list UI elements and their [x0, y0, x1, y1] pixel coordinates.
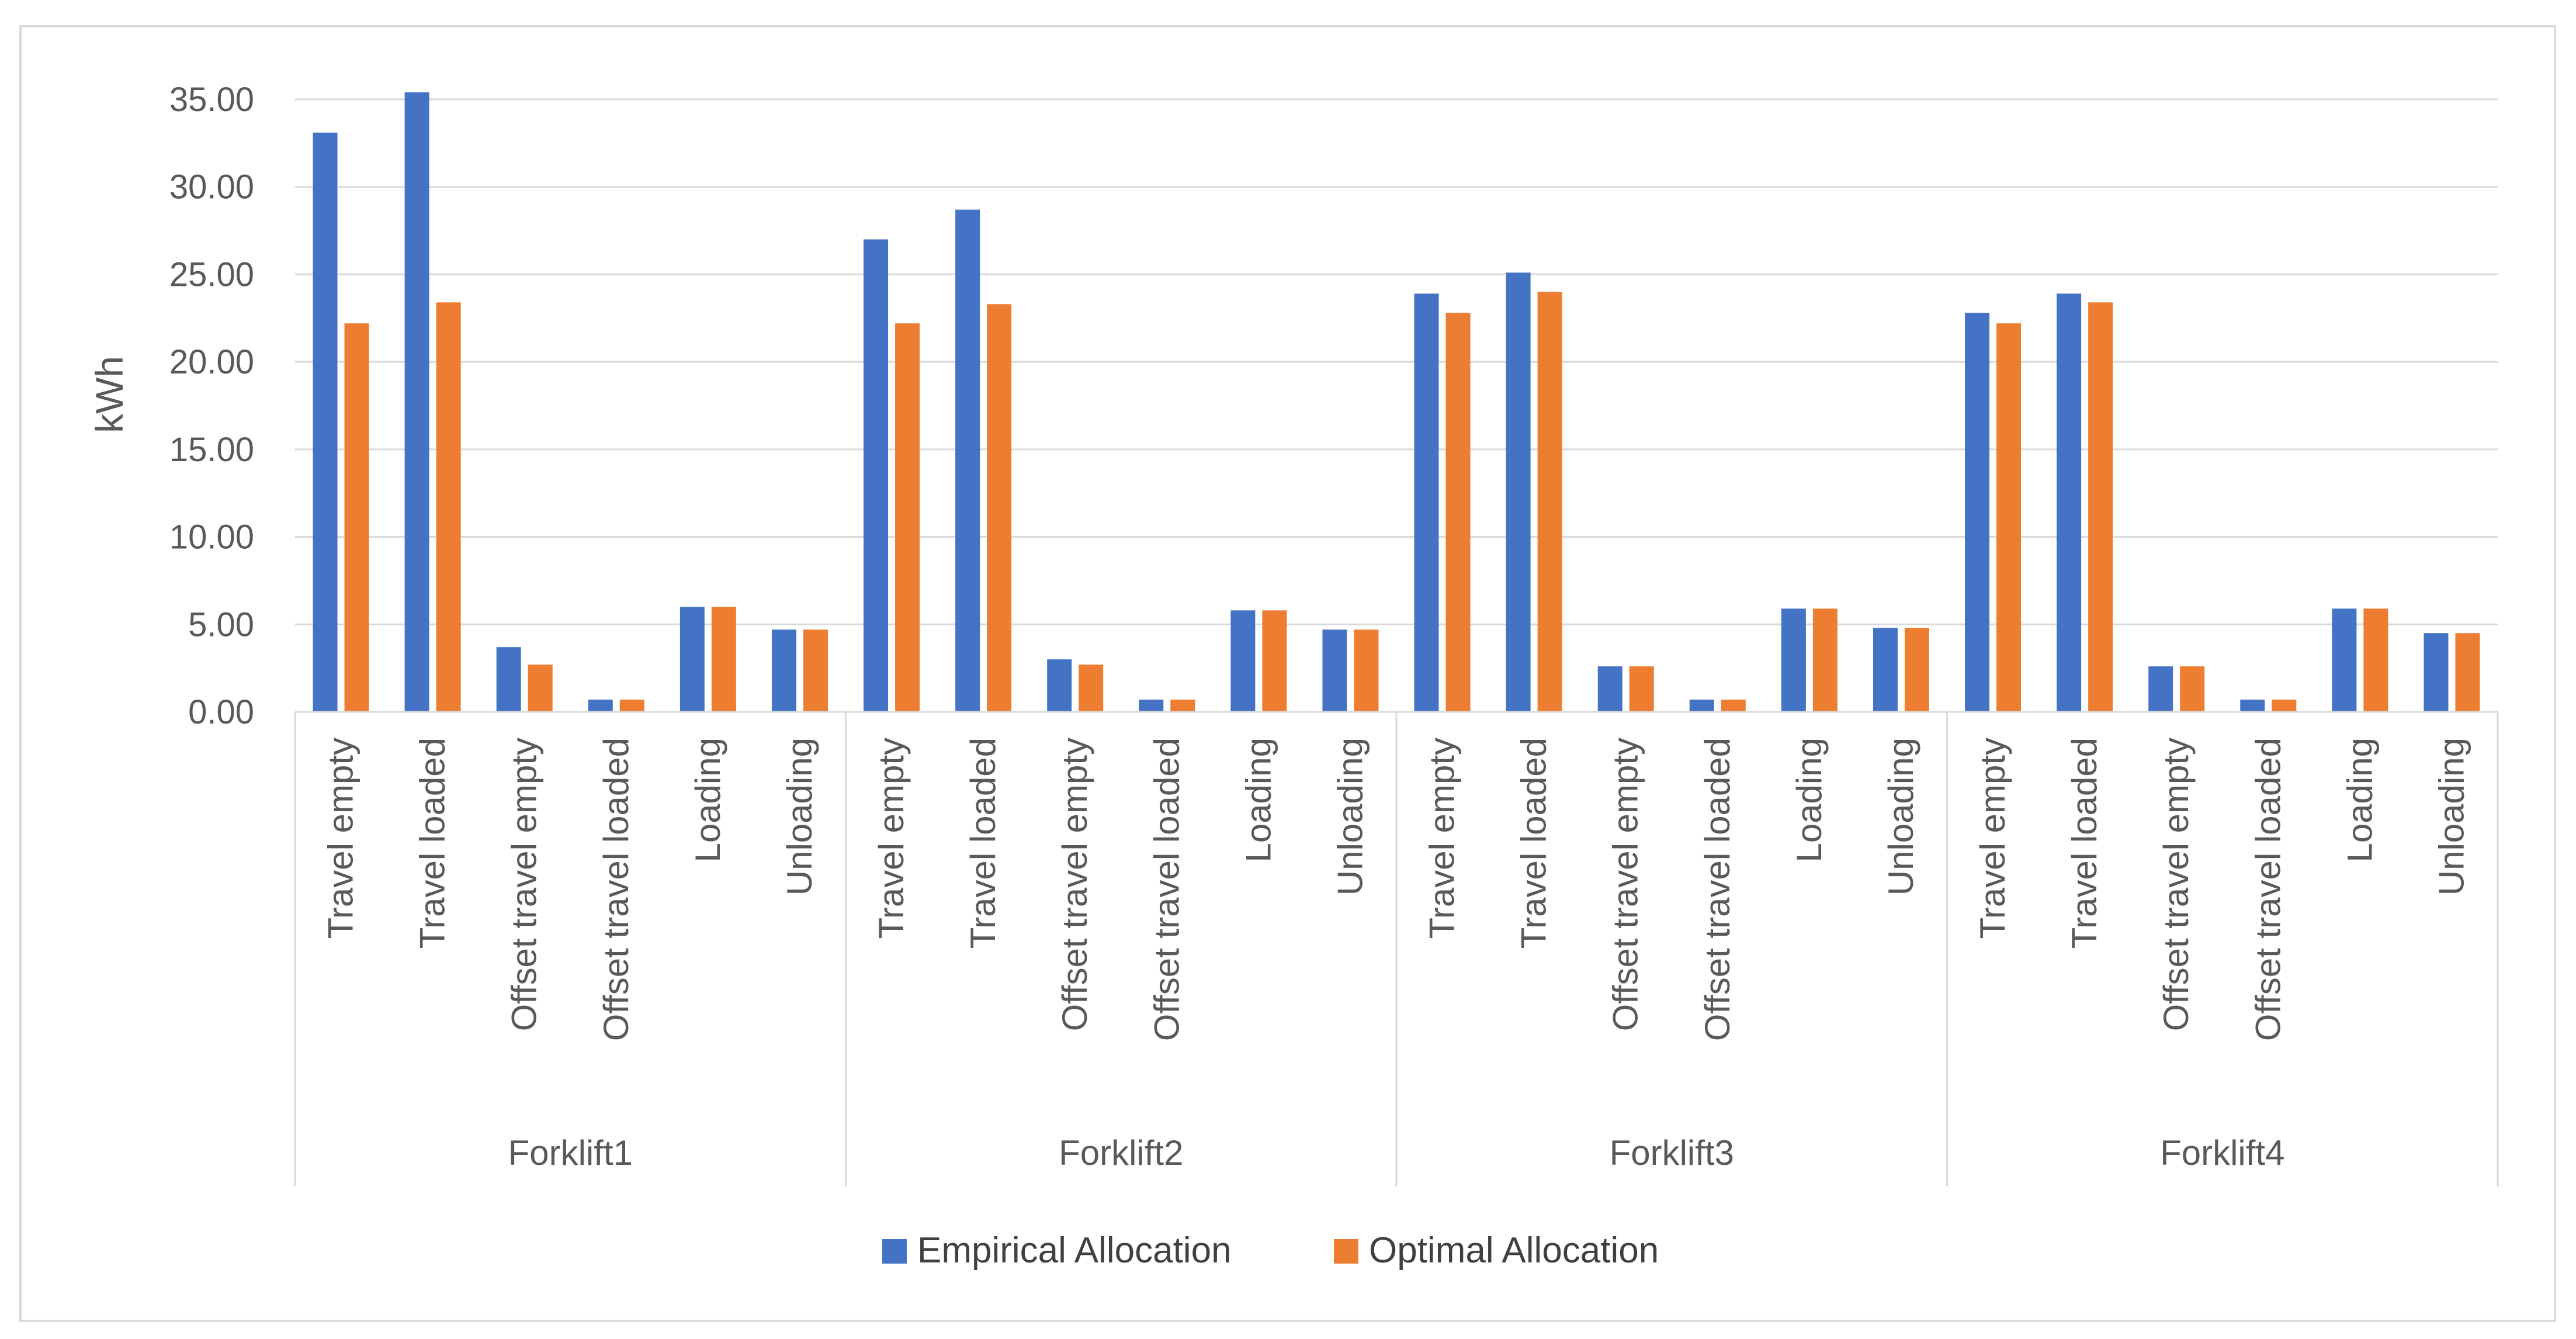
- bar-optimal: [711, 607, 736, 712]
- bar-empirical: [1322, 629, 1347, 712]
- bar-optimal: [2455, 633, 2480, 712]
- bar-optimal: [987, 304, 1012, 712]
- bar-empirical: [2332, 608, 2357, 712]
- category-label: Offset travel empty: [2157, 738, 2196, 1031]
- bar-optimal: [1170, 700, 1195, 712]
- legend-label-optimal: Optimal Allocation: [1369, 1230, 1659, 1271]
- bar-empirical: [1689, 700, 1714, 712]
- category-label: Offset travel empty: [505, 738, 544, 1031]
- bar-optimal: [1812, 608, 1837, 712]
- y-tick-label: 15.00: [169, 431, 254, 469]
- bar-optimal: [2272, 700, 2297, 712]
- bar-optimal: [803, 629, 828, 712]
- bar-empirical: [955, 209, 980, 712]
- bar-empirical: [2240, 700, 2265, 712]
- bar-empirical: [404, 92, 429, 712]
- bar-optimal: [619, 700, 644, 712]
- bar-empirical: [1506, 272, 1531, 712]
- y-axis-ticks: 0.00 5.00 10.00 15.00 20.00 25.00 30.00 35.00: [169, 81, 254, 731]
- bar-empirical: [1414, 293, 1439, 712]
- category-label: Unloading: [1881, 738, 1920, 895]
- bar-empirical: [2424, 633, 2449, 712]
- group-label: Forklift3: [1610, 1133, 1734, 1172]
- category-label: Travel loaded: [2065, 738, 2104, 949]
- category-label: Travel loaded: [413, 738, 452, 949]
- bar-optimal: [1629, 666, 1654, 712]
- bar-optimal: [1721, 700, 1746, 712]
- bar-empirical: [1965, 313, 1990, 712]
- bar-empirical: [1139, 700, 1164, 712]
- bar-optimal: [895, 323, 920, 712]
- y-tick-label: 35.00: [169, 81, 254, 119]
- legend: Empirical Allocation Optimal Allocation: [882, 1230, 1659, 1271]
- y-axis-title: kWh: [88, 356, 131, 433]
- category-label: Offset travel loaded: [2248, 738, 2287, 1041]
- bar-optimal: [344, 323, 369, 712]
- category-label: Loading: [2340, 738, 2379, 863]
- category-label: Loading: [688, 738, 727, 863]
- group-label: Forklift1: [508, 1133, 633, 1172]
- group-labels: Forklift1 Forklift2 Forklift3 Forklift4: [508, 1133, 2285, 1172]
- category-label: Offset travel loaded: [597, 738, 636, 1041]
- y-tick-label: 0.00: [188, 693, 254, 731]
- category-label: Offset travel loaded: [1698, 738, 1737, 1041]
- bars: [313, 92, 2480, 712]
- y-tick-label: 30.00: [169, 168, 254, 206]
- category-label: Loading: [1239, 738, 1278, 863]
- category-label: Travel empty: [1973, 738, 2012, 939]
- group-label: Forklift2: [1059, 1133, 1183, 1172]
- bar-optimal: [2180, 666, 2205, 712]
- bar-empirical: [2057, 293, 2082, 712]
- bar-optimal: [2363, 608, 2388, 712]
- bar-empirical: [496, 647, 521, 712]
- x-axis: [294, 711, 2499, 1186]
- bar-empirical: [1230, 610, 1256, 712]
- bar-optimal: [1904, 628, 1929, 712]
- category-label: Offset travel loaded: [1147, 738, 1186, 1041]
- category-label: Loading: [1790, 738, 1829, 863]
- y-tick-label: 20.00: [169, 343, 254, 381]
- legend-swatch-empirical: [882, 1239, 907, 1264]
- bar-optimal: [1996, 323, 2022, 712]
- bar-optimal: [1537, 292, 1562, 712]
- bar-empirical: [1047, 659, 1072, 712]
- bar-empirical: [588, 700, 613, 712]
- category-label: Unloading: [1330, 738, 1370, 895]
- category-label: Unloading: [2432, 738, 2471, 895]
- bar-empirical: [679, 607, 705, 712]
- y-tick-label: 25.00: [169, 255, 254, 293]
- category-label: Travel loaded: [1514, 738, 1554, 949]
- bar-empirical: [1873, 628, 1898, 712]
- bar-optimal: [1445, 313, 1471, 712]
- gridlines: [295, 98, 2498, 625]
- bar-optimal: [1262, 610, 1287, 712]
- group-label: Forklift4: [2160, 1133, 2284, 1172]
- category-labels: Travel empty Travel loaded Offset travel e…: [321, 738, 2471, 1041]
- bar-empirical: [1597, 666, 1622, 712]
- category-label: Travel empty: [321, 738, 360, 939]
- bar-empirical: [771, 629, 796, 712]
- bar-optimal: [1079, 665, 1104, 712]
- category-label: Travel loaded: [963, 738, 1003, 949]
- bar-empirical: [1781, 608, 1806, 712]
- chart-frame: [19, 25, 2556, 1322]
- y-tick-label: 5.00: [188, 606, 254, 643]
- category-label: Offset travel empty: [1606, 738, 1645, 1031]
- bar-optimal: [528, 665, 553, 712]
- bar-empirical: [313, 132, 338, 712]
- y-tick-label: 10.00: [169, 518, 254, 556]
- category-label: Offset travel empty: [1055, 738, 1094, 1031]
- category-label: Travel empty: [1423, 738, 1462, 939]
- bar-empirical: [864, 239, 889, 712]
- bar-optimal: [2088, 302, 2113, 712]
- bar-optimal: [436, 302, 461, 712]
- category-label: Unloading: [780, 738, 819, 895]
- category-label: Travel empty: [872, 738, 911, 939]
- legend-swatch-optimal: [1334, 1239, 1358, 1264]
- legend-label-empirical: Empirical Allocation: [917, 1230, 1232, 1271]
- bar-optimal: [1354, 629, 1379, 712]
- bar-empirical: [2148, 666, 2173, 712]
